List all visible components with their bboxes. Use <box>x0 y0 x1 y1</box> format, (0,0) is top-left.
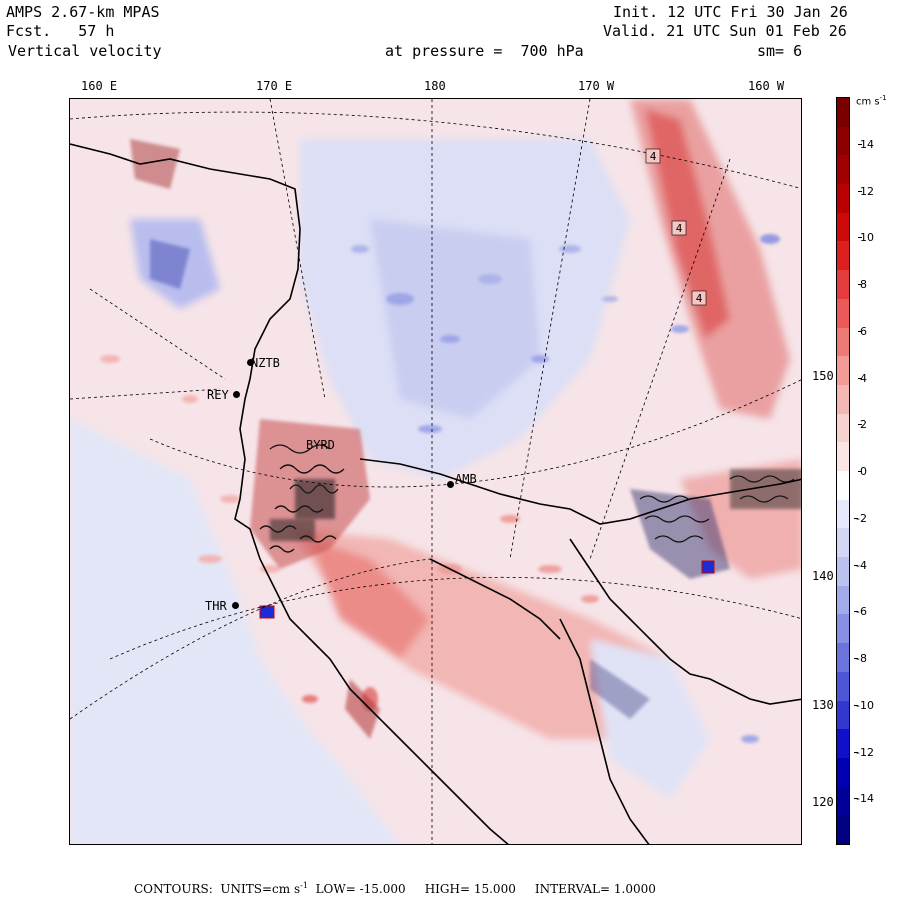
colorbar-units-exp: -1 <box>879 94 887 102</box>
colorbar-tick-label: -14 <box>854 792 874 806</box>
pressure-label: at pressure = <box>385 42 503 60</box>
coastline <box>70 143 801 844</box>
colorbar-units-text: cm s <box>856 96 880 108</box>
colorbar-segment <box>837 155 849 185</box>
colorbar-segment <box>837 557 849 587</box>
colorbar-segment <box>837 757 849 788</box>
colorbar-tick-label: 10 <box>858 231 874 245</box>
footer-high: HIGH= 15.000 <box>424 882 516 896</box>
footer-interval: INTERVAL= 1.0000 <box>534 882 656 896</box>
colorbar <box>836 97 850 845</box>
colorbar-tick-label: -12 <box>854 745 874 759</box>
colorbar-tick-label: 2 <box>858 418 867 432</box>
colorbar-tick-label: 6 <box>858 324 867 338</box>
colorbar-segment <box>837 643 849 673</box>
colorbar-segment <box>837 786 849 816</box>
station-label-thr: THR <box>205 599 227 613</box>
lon-label-160w: 160 W <box>748 79 785 93</box>
smoothing-value: sm= 6 <box>757 42 803 60</box>
lon-label-170w: 170 W <box>578 79 615 93</box>
station-dot-amb <box>447 481 454 488</box>
pressure-level: at pressure = 700 hPa <box>385 44 584 59</box>
colorbar-segment <box>837 528 849 558</box>
colorbar-segment <box>837 442 849 472</box>
contour-labels: 4 4 4 <box>645 148 707 306</box>
colorbar-tick-label: -6 <box>854 605 867 619</box>
colorbar-segment <box>837 184 849 214</box>
station-dot-thr <box>232 602 239 609</box>
colorbar-segment <box>837 729 849 759</box>
colorbar-tick-label: -2 <box>854 511 867 525</box>
forecast-hours: 57 h <box>78 22 115 40</box>
contour-label-4b: 4 <box>676 222 683 235</box>
colorbar-tick-label: 0 <box>858 465 867 478</box>
footer-contours: CONTOURS: <box>134 882 213 896</box>
colorbar-segment <box>837 471 849 501</box>
colorbar-segment <box>837 384 849 415</box>
colorbar-segment <box>837 671 849 702</box>
lon-label-170e: 170 E <box>256 79 293 93</box>
colorbar-segment <box>837 270 849 300</box>
colorbar-tick-label: 8 <box>858 278 867 291</box>
footer-units-exp: -1 <box>300 881 308 890</box>
contour-label-4a: 4 <box>650 150 657 163</box>
colorbar-tick-label: -8 <box>854 652 867 665</box>
colorbar-segment <box>837 413 849 443</box>
footer-low: LOW= -15.000 <box>315 882 406 896</box>
colorbar-tick-label: 14 <box>858 137 874 151</box>
colorbar-tick-label: 12 <box>858 184 874 198</box>
colorbar-units: cm s-1 <box>856 94 887 107</box>
contour-label-4c: 4 <box>696 292 703 305</box>
colorbar-segment <box>837 700 849 730</box>
station-label-amb: AMB <box>455 472 477 486</box>
footer-units: UNITS=cm s <box>220 882 301 896</box>
field-name: Vertical velocity <box>8 42 162 60</box>
colorbar-tick-label: -10 <box>854 698 874 712</box>
station-dot-nztb <box>247 359 254 366</box>
init-time: Init. 12 UTC Fri 30 Jan 26 <box>613 3 848 21</box>
footer-contour-info: CONTOURS: UNITS=cm s-1 LOW= -15.000 HIGH… <box>134 880 656 895</box>
vertical-velocity-map: 4 4 4 <box>69 98 802 845</box>
model-title: AMPS 2.67-km MPAS <box>6 3 160 21</box>
station-label-rey: REY <box>207 388 229 402</box>
colorbar-segment <box>837 499 849 529</box>
colorbar-segment <box>837 327 849 357</box>
colorbar-segment <box>837 98 849 128</box>
station-label-byrd: BYRD <box>306 438 335 452</box>
forecast-label: Fcst. 57 h <box>6 24 114 39</box>
station-dot-rey <box>233 391 240 398</box>
station-label-nztb: NZTB <box>251 356 280 370</box>
forecast-label-text: Fcst. <box>6 22 52 40</box>
colorbar-segment <box>837 585 849 615</box>
colorbar-segment <box>837 614 849 644</box>
colorbar-segment <box>837 815 849 845</box>
colorbar-segment <box>837 126 849 156</box>
lon-label-180: 180 <box>424 79 446 93</box>
colorbar-segment <box>837 356 849 386</box>
colorbar-tick-label: -4 <box>854 558 867 572</box>
pressure-value: 700 hPa <box>520 42 584 60</box>
colorbar-segment <box>837 212 849 242</box>
lon-label-160e: 160 E <box>81 79 118 93</box>
valid-time: Valid. 21 UTC Sun 01 Feb 26 <box>603 22 847 40</box>
colorbar-tick-label: 4 <box>858 371 867 385</box>
colorbar-segment <box>837 298 849 329</box>
colorbar-segment <box>837 241 849 271</box>
